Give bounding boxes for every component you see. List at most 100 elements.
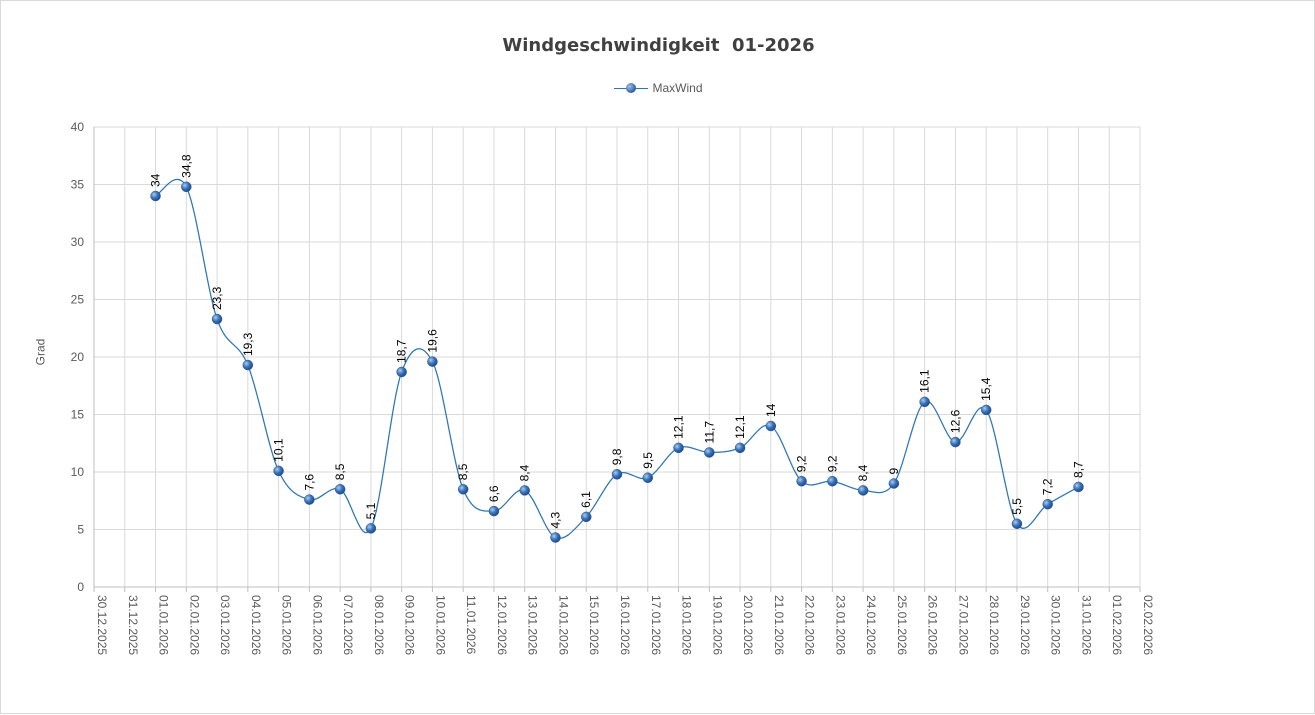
data-label: 8,4 <box>856 464 870 481</box>
legend-marker-icon <box>614 82 649 94</box>
data-label: 12,1 <box>672 415 686 439</box>
data-point <box>181 181 192 193</box>
data-label: 8,5 <box>333 463 347 480</box>
data-label: 9,5 <box>641 452 655 469</box>
x-tick-label: 25.01.2026 <box>895 595 909 655</box>
data-point <box>673 442 684 454</box>
data-label: 8,4 <box>518 464 532 481</box>
x-tick-label: 08.01.2026 <box>372 595 386 655</box>
x-tick-label: 27.01.2026 <box>956 595 970 655</box>
data-point <box>611 469 623 480</box>
y-tick-label: 30 <box>71 235 85 249</box>
data-label: 16,1 <box>918 369 932 393</box>
data-label: 4,3 <box>548 512 562 529</box>
data-label: 8,5 <box>456 463 470 480</box>
data-point <box>857 485 869 496</box>
legend: MaxWind <box>1 81 1315 95</box>
data-point <box>827 475 838 487</box>
data-label: 6,1 <box>579 491 593 508</box>
data-point <box>365 523 377 534</box>
data-label: 19,6 <box>425 329 439 353</box>
data-point <box>334 484 346 495</box>
x-tick-label: 30.12.2025 <box>95 595 109 655</box>
data-label: 7,6 <box>302 474 316 491</box>
data-point <box>580 511 592 523</box>
data-label: 11,7 <box>702 421 716 444</box>
x-tick-label: 01.01.2026 <box>157 595 171 655</box>
data-point <box>642 472 654 483</box>
data-label: 18,7 <box>395 339 409 363</box>
x-tick-label: 16.01.2026 <box>618 595 632 655</box>
x-tick-label: 15.01.2026 <box>587 595 601 655</box>
data-label: 10,1 <box>272 438 286 462</box>
data-label: 7,2 <box>1041 478 1055 495</box>
data-point <box>150 190 161 202</box>
data-label: 15,4 <box>979 377 993 401</box>
x-tick-label: 17.01.2026 <box>649 595 663 655</box>
data-point <box>888 478 900 489</box>
y-tick-label: 40 <box>71 120 85 134</box>
x-tick-label: 31.12.2025 <box>126 595 140 655</box>
data-point <box>1042 498 1053 510</box>
y-tick-label: 35 <box>71 178 85 192</box>
data-point <box>550 532 561 543</box>
data-label: 12,1 <box>733 415 747 439</box>
data-label: 9,8 <box>610 448 624 465</box>
data-label: 9 <box>887 468 901 475</box>
x-tick-label: 18.01.2026 <box>680 595 694 655</box>
data-point <box>427 356 438 367</box>
y-tick-label: 10 <box>71 465 85 479</box>
y-tick-label: 5 <box>77 523 84 537</box>
data-point <box>1073 481 1084 493</box>
x-tick-label: 13.01.2026 <box>526 595 540 655</box>
data-point <box>396 366 407 378</box>
x-tick-label: 14.01.2026 <box>556 595 570 655</box>
data-label: 5,1 <box>364 502 378 519</box>
x-tick-label: 26.01.2026 <box>926 595 940 655</box>
data-point <box>211 313 223 325</box>
x-tick-label: 22.01.2026 <box>803 595 817 655</box>
x-tick-label: 19.01.2026 <box>710 595 724 655</box>
x-tick-label: 02.01.2026 <box>187 595 201 655</box>
x-tick-label: 05.01.2026 <box>280 595 294 655</box>
x-tick-label: 06.01.2026 <box>310 595 324 655</box>
data-label: 6,6 <box>487 485 501 502</box>
x-tick-label: 31.01.2026 <box>1079 595 1093 655</box>
data-point <box>704 447 715 458</box>
y-tick-label: 15 <box>71 408 85 422</box>
data-point <box>950 436 961 448</box>
y-tick-label: 20 <box>71 350 85 364</box>
data-point <box>796 475 807 487</box>
x-tick-label: 29.01.2026 <box>1018 595 1032 655</box>
x-tick-label: 30.01.2026 <box>1049 595 1063 655</box>
data-point <box>273 465 284 477</box>
x-tick-label: 28.01.2026 <box>987 595 1001 655</box>
data-point <box>734 442 746 454</box>
data-label: 34,8 <box>179 154 193 178</box>
x-tick-label: 10.01.2026 <box>433 595 447 655</box>
data-label: 5,5 <box>1010 498 1024 515</box>
x-tick-label: 02.02.2026 <box>1141 595 1155 655</box>
data-label: 9,2 <box>795 455 809 472</box>
data-point <box>457 484 469 495</box>
data-point <box>765 420 777 432</box>
x-tick-label: 04.01.2026 <box>249 595 263 655</box>
x-tick-label: 12.01.2026 <box>495 595 509 655</box>
data-point <box>242 359 254 371</box>
data-label: 14 <box>764 403 778 417</box>
data-point <box>304 494 315 505</box>
data-point <box>519 485 530 496</box>
x-tick-label: 09.01.2026 <box>403 595 417 655</box>
data-label: 8,7 <box>1071 461 1085 478</box>
x-tick-label: 23.01.2026 <box>833 595 847 655</box>
data-label: 19,3 <box>241 332 255 356</box>
legend-label: MaxWind <box>652 81 703 95</box>
data-point <box>488 505 500 517</box>
x-tick-label: 20.01.2026 <box>741 595 755 655</box>
data-point <box>980 404 992 416</box>
y-tick-label: 0 <box>77 580 84 594</box>
chart-title: Windgeschwindigkeit 01-2026 <box>502 35 815 56</box>
data-point <box>919 396 930 408</box>
